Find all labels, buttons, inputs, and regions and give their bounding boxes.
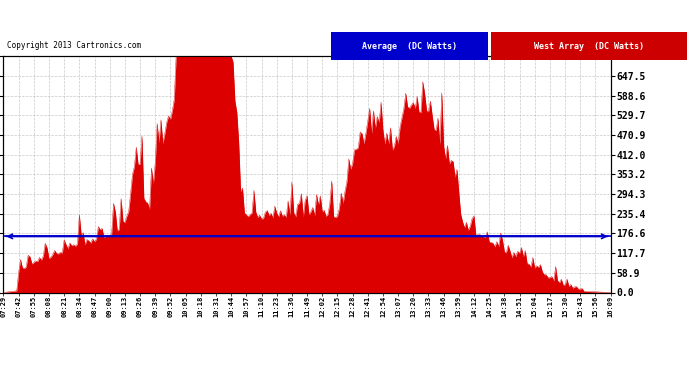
Bar bbox=[331, 32, 488, 60]
Text: West Array Actual & Average Power Tue Dec 31 16:17: West Array Actual & Average Power Tue De… bbox=[136, 9, 554, 23]
Text: West Array  (DC Watts): West Array (DC Watts) bbox=[534, 42, 644, 51]
Text: Copyright 2013 Cartronics.com: Copyright 2013 Cartronics.com bbox=[7, 41, 141, 50]
Text: Average  (DC Watts): Average (DC Watts) bbox=[362, 42, 457, 51]
Bar bbox=[491, 32, 687, 60]
